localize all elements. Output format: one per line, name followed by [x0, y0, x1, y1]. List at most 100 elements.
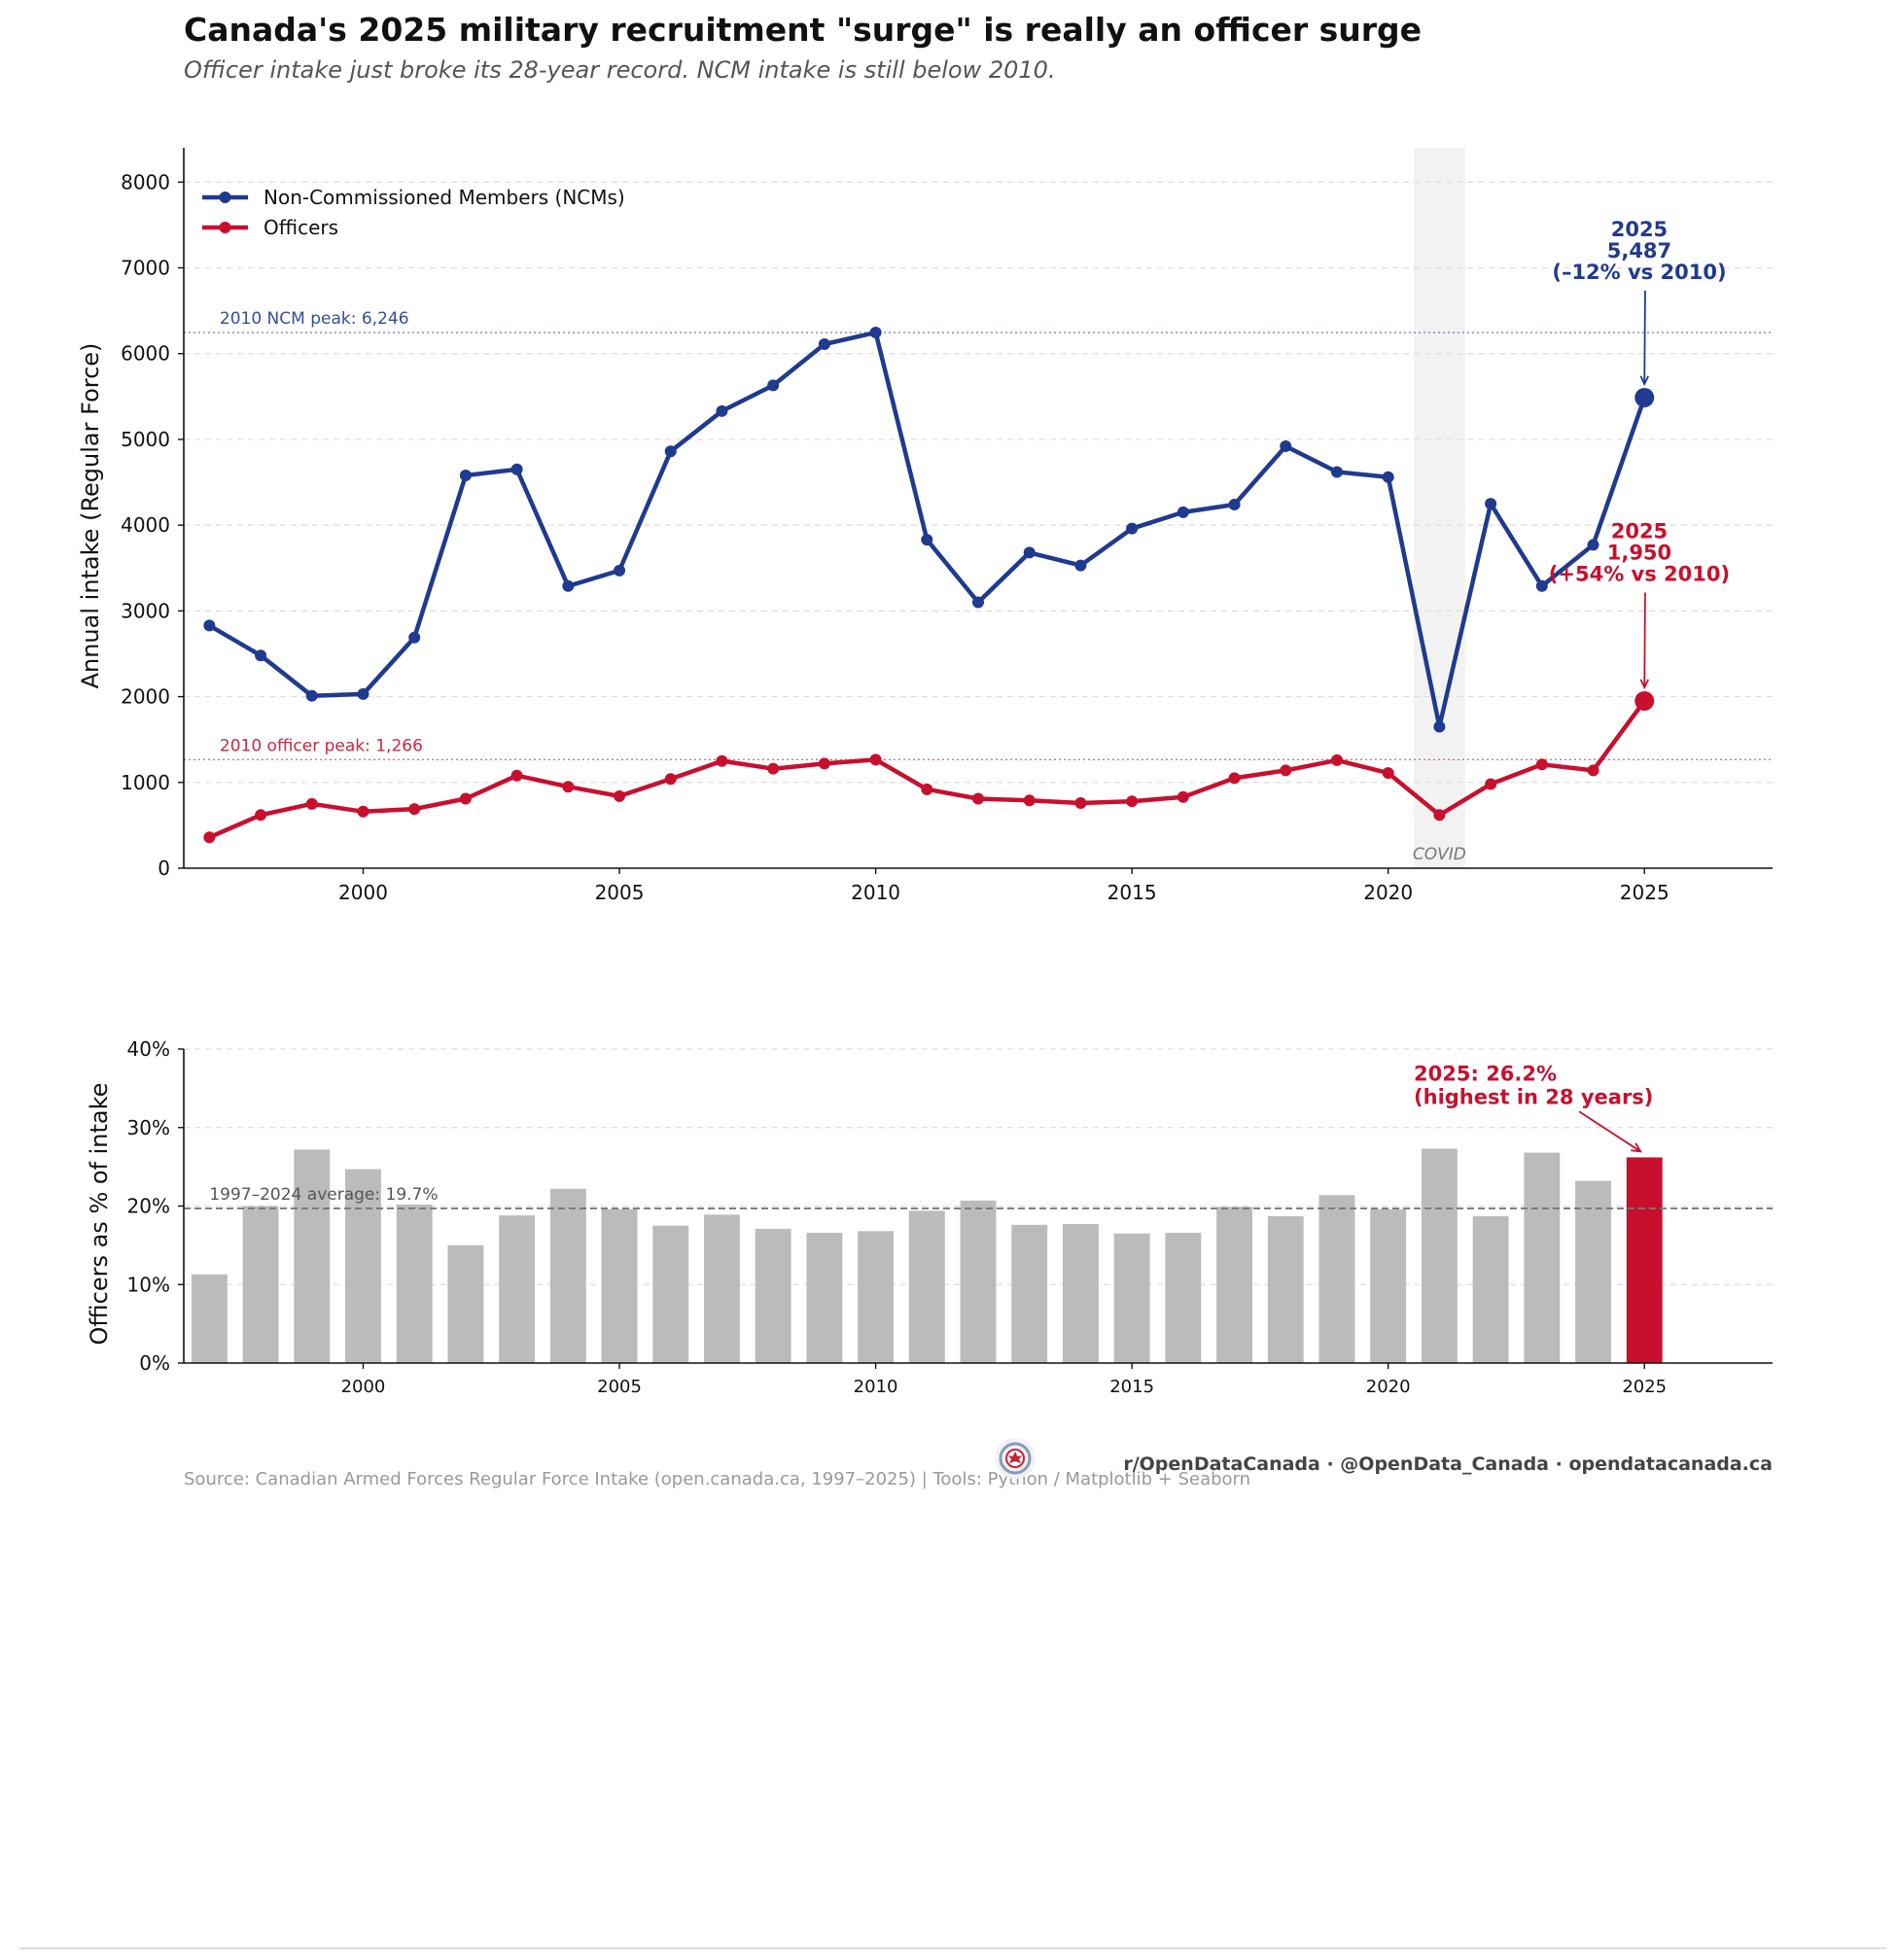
officers-point — [1280, 764, 1292, 777]
x-tick-label: 2025 — [1622, 1377, 1667, 1397]
x-tick-label: 2000 — [338, 881, 388, 904]
ncm-point — [1280, 439, 1292, 452]
bar — [858, 1231, 895, 1363]
opendatacanada-logo — [995, 1438, 1036, 1479]
annotation-text: 1,950 — [1607, 541, 1671, 564]
footer: Source: Canadian Armed Forces Regular Fo… — [184, 1438, 1773, 1489]
officers-point — [1535, 758, 1548, 771]
y-axis-label: Annual intake (Regular Force) — [77, 343, 104, 689]
ncm-point — [408, 631, 421, 644]
bar — [1062, 1224, 1099, 1363]
officers-point — [818, 757, 830, 770]
annotation-text: 2025 — [1611, 218, 1668, 241]
bar — [652, 1225, 689, 1363]
officers-point — [1587, 764, 1599, 777]
officers-point — [562, 781, 575, 793]
credit-line: r/OpenDataCanada · @OpenData_Canada · op… — [1123, 1453, 1773, 1475]
officers-point — [357, 805, 369, 818]
x-tick-label: 2020 — [1363, 881, 1413, 904]
officers-point — [1177, 790, 1189, 803]
officers-point — [1023, 794, 1036, 807]
ncm-point — [1126, 522, 1139, 535]
ncm-point — [357, 687, 369, 700]
officer-share-bar-chart: 1997–2024 average: 19.7% 0% 10% 20% 30% 40% 20… — [86, 1037, 1773, 1397]
officers-point — [1382, 767, 1394, 780]
officers-point — [1126, 795, 1139, 808]
bar — [601, 1208, 638, 1363]
ncm-point — [1485, 498, 1497, 510]
ncm-point — [972, 596, 984, 609]
officers-point — [1074, 796, 1087, 809]
officers-point — [1634, 690, 1655, 711]
x-tick-label: 2010 — [854, 1377, 898, 1397]
officers-point — [459, 792, 472, 805]
reference-line-label: 2010 NCM peak: 6,246 — [220, 309, 409, 329]
legend-entry: Officers — [264, 216, 338, 239]
annotation-text: (+54% vs 2010) — [1549, 562, 1730, 585]
ncm-point — [1634, 387, 1655, 407]
officers-point — [1330, 753, 1343, 766]
ncm-point — [1074, 559, 1087, 572]
annotation-arrowhead — [1639, 679, 1650, 690]
officers-point — [510, 769, 523, 782]
ncm-point — [510, 463, 523, 475]
officers-point — [614, 789, 626, 802]
legend-swatch-marker — [219, 222, 231, 233]
annotation-arrowhead — [1639, 375, 1650, 387]
officers-point — [1228, 772, 1241, 785]
officers-point — [203, 831, 216, 844]
bar — [1165, 1232, 1202, 1363]
ncm-point — [305, 689, 318, 702]
bar — [1113, 1233, 1150, 1363]
annotation-text: (–12% vs 2010) — [1552, 261, 1726, 284]
y-tick-label: 0 — [158, 857, 170, 880]
bar — [294, 1149, 331, 1363]
ncm-point — [869, 327, 882, 339]
y-tick-label: 10% — [127, 1273, 170, 1296]
y-tick-label: 20% — [127, 1195, 170, 1218]
y-tick-label: 5000 — [121, 428, 170, 451]
ncm-point — [203, 619, 216, 632]
bar-highlight — [1626, 1157, 1663, 1363]
bar — [908, 1210, 945, 1363]
annotation-arrow — [1643, 592, 1646, 687]
x-tick-label: 2015 — [1107, 881, 1157, 904]
intake-line-chart: COVID 2010 NCM peak: 6,246 2010 officer pe… — [77, 148, 1773, 904]
y-tick-label: 30% — [127, 1116, 170, 1139]
ncm-point — [664, 445, 677, 458]
bar — [1370, 1208, 1407, 1363]
x-tick-label: 2000 — [341, 1377, 386, 1397]
bar — [396, 1204, 433, 1363]
officers-point — [305, 797, 318, 810]
y-tick-label: 6000 — [121, 342, 170, 366]
bar — [1267, 1215, 1304, 1363]
ncm-point — [1228, 498, 1241, 510]
y-tick-label: 1000 — [121, 771, 170, 794]
annotation-text: 2025 — [1611, 519, 1668, 542]
ncm-point — [1382, 471, 1394, 483]
officers-point — [972, 792, 984, 805]
bar — [499, 1215, 536, 1363]
officers-point — [921, 783, 933, 795]
chart-subtitle: Officer intake just broke its 28-year re… — [184, 56, 1056, 84]
x-tick-label: 2020 — [1366, 1377, 1411, 1397]
bar — [1472, 1215, 1509, 1363]
y-tick-label: 4000 — [121, 513, 170, 537]
covid-label: COVID — [1413, 845, 1466, 864]
officers-point — [1485, 778, 1497, 790]
annotation-arrow — [1643, 290, 1646, 384]
ncm-point — [716, 404, 728, 417]
bar — [806, 1232, 843, 1363]
officers-point — [664, 773, 677, 786]
ncm-point — [1535, 579, 1548, 592]
y-tick-label: 8000 — [121, 170, 170, 193]
annotation-text: (highest in 28 years) — [1414, 1085, 1653, 1108]
bar — [1524, 1152, 1561, 1363]
reference-line-label: 2010 officer peak: 1,266 — [220, 736, 423, 755]
ncm-point — [459, 469, 472, 481]
x-tick-label: 2005 — [597, 1377, 642, 1397]
y-tick-label: 2000 — [121, 685, 170, 709]
x-tick-label: 2015 — [1109, 1377, 1154, 1397]
ncm-point — [921, 534, 933, 546]
